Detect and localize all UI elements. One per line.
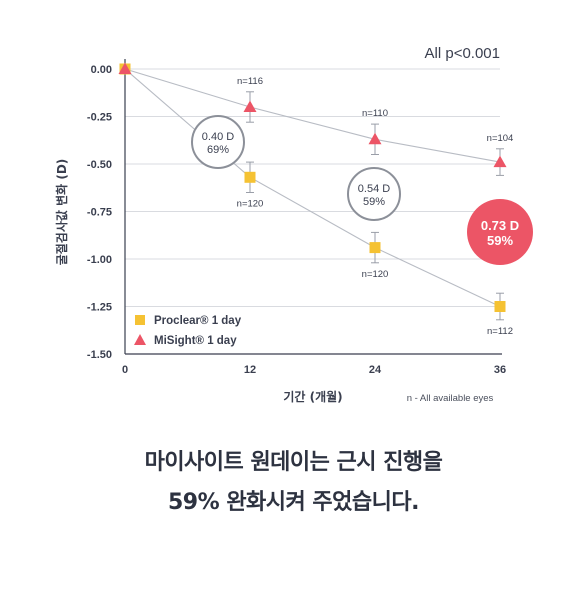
x-axis-label: 기간 (개월): [283, 389, 342, 404]
x-tick-label: 0: [122, 364, 128, 376]
y-axis-label: 굴절검사값 변화 (D): [54, 159, 69, 266]
annotation-circle: [467, 199, 533, 265]
n-label: n=104: [487, 133, 514, 144]
annotation-percent: 69%: [207, 144, 229, 156]
y-tick-label: 0.00: [91, 64, 112, 76]
x-tick-label: 24: [369, 364, 382, 376]
data-point-triangle: [243, 100, 257, 112]
chart-grid: [125, 68, 500, 307]
chart-series-lines: [124, 68, 501, 307]
series-line-0: [124, 68, 501, 307]
chart-annotations: 0.40 D69%0.54 D59%0.73 D59%: [191, 115, 533, 265]
caption-line-2: 59% 완화시켜 주었습니다.: [168, 490, 420, 515]
y-tick-label: -0.50: [87, 159, 112, 171]
legend-label: MiSight® 1 day: [154, 335, 237, 347]
data-point-square: [494, 301, 506, 312]
annotation-circle: [347, 167, 401, 221]
data-point-square: [244, 171, 256, 183]
y-tick-label: -1.00: [87, 254, 112, 266]
annotation-value: 0.73 D: [481, 218, 519, 233]
y-tick-label: -1.50: [87, 349, 112, 361]
data-point-triangle: [118, 62, 132, 74]
caption-line-1: 마이사이트 원데이는 근시 진행을: [144, 450, 443, 475]
x-tick-label: 12: [244, 364, 256, 376]
annotation-value: 0.40 D: [202, 131, 234, 143]
legend-label: Proclear® 1 day: [154, 315, 242, 327]
myopia-progression-chart: 0.00 -0.25 -0.50 -0.75 -1.00 -1.25 -1.50 0 12 24 3…: [54, 45, 533, 404]
n-label: n=110: [362, 108, 388, 119]
annotation-value: 0.54 D: [358, 183, 390, 195]
y-tick-label: -1.25: [87, 302, 112, 314]
n-label: n=116: [237, 76, 263, 87]
series-line-1: [124, 68, 501, 163]
data-point-square: [369, 242, 381, 254]
x-tick-label: 36: [494, 364, 506, 376]
stat-note: All p<0.001: [425, 45, 500, 62]
chart-marks: n=120 n=120 n=112 n=116 n=110 n=104: [118, 62, 514, 337]
n-label: n=120: [362, 269, 389, 280]
chart-legend: Proclear® 1 day MiSight® 1 day: [134, 315, 242, 347]
n-label: n=120: [237, 199, 264, 210]
footnote: n - All available eyes: [407, 393, 494, 404]
data-point-triangle: [493, 155, 507, 168]
legend-swatch-square: [135, 315, 145, 325]
data-point-triangle: [368, 132, 382, 145]
y-tick-label: -0.75: [87, 207, 112, 219]
legend-swatch-triangle: [134, 334, 146, 345]
n-label: n=112: [487, 326, 513, 337]
annotation-circle: [191, 115, 245, 169]
annotation-percent: 59%: [363, 196, 385, 208]
y-tick-label: -0.25: [87, 112, 112, 124]
annotation-percent: 59%: [487, 233, 513, 248]
chart-axes: 0.00 -0.25 -0.50 -0.75 -1.00 -1.25 -1.50 0 12 24 3…: [54, 45, 506, 404]
